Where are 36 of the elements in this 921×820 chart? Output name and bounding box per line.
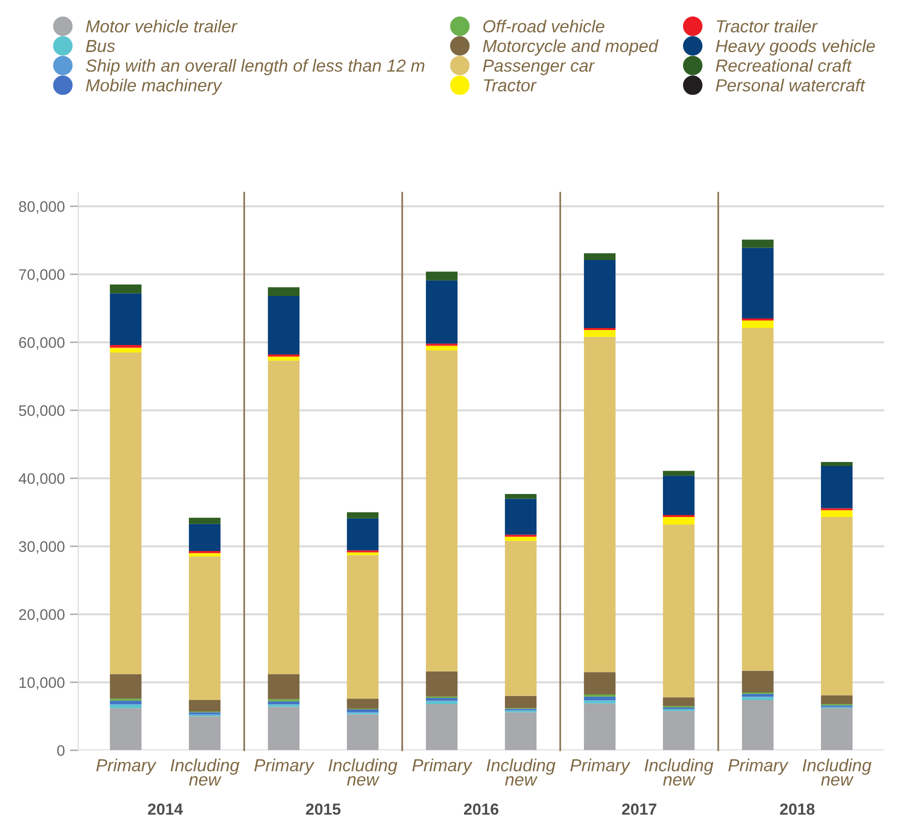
x-tick-label: Including new: [644, 758, 714, 786]
x-tick-label: Including new: [486, 758, 556, 786]
x-tick-label: Primary: [254, 758, 314, 775]
text: 2017: [622, 804, 656, 815]
y-tick-label: 80,000: [19, 201, 64, 214]
y-tick-label: 30,000: [18, 541, 64, 554]
y-tick-label: 70,000: [19, 269, 64, 282]
x-tick-label: Primary: [412, 758, 472, 775]
legend-label: Ship with an overall length of less than 12 m: [86, 59, 424, 76]
legend-label: Mobile machinery: [86, 78, 222, 95]
legend-label: Tractor trailer: [716, 20, 818, 32]
x-tick-label: Primary: [96, 758, 156, 775]
text: 2018: [780, 804, 815, 815]
text: 2015: [306, 804, 341, 815]
legend-label: Recreational craft: [716, 59, 852, 72]
legend-label: Passenger car: [482, 60, 595, 76]
x-tick-label: Primary: [570, 758, 631, 775]
y-tick-label: 20,000: [19, 609, 64, 622]
y-tick-label: 50,000: [18, 405, 64, 418]
text: 2014: [148, 804, 183, 815]
legend-label: Tractor: [484, 79, 537, 92]
y-tick-label: 0: [57, 745, 64, 756]
legend-label: Motor vehicle trailer: [86, 20, 238, 32]
legend-label: Off-road vehicle: [483, 20, 604, 32]
text: 2016: [464, 804, 498, 815]
x-tick-label: Including new: [170, 758, 240, 786]
x-tick-label: Including new: [802, 758, 872, 786]
legend-label: Bus: [86, 40, 115, 52]
x-tick-label: Including new: [328, 758, 398, 786]
y-tick-label: 40,000: [18, 473, 64, 486]
legend-label: Motorcycle and moped: [482, 39, 658, 56]
legend-label: Heavy goods vehicle: [716, 39, 875, 56]
legend-label: Personal watercraft: [716, 78, 866, 92]
y-tick-label: 60,000: [19, 337, 64, 350]
x-tick-label: Primary: [728, 758, 789, 775]
y-tick-label: 10,000: [20, 677, 64, 690]
